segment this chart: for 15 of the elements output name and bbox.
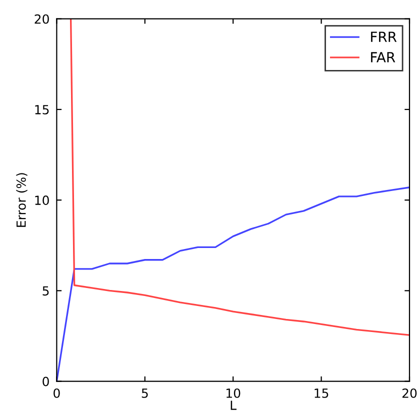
y-axis-title: Error (%) [16, 173, 28, 227]
legend-label: FRR [371, 32, 397, 42]
y-tick-label: 15 [35, 105, 49, 114]
x-tick-label: 0 [54, 388, 60, 398]
x-tick-label: 10 [226, 388, 240, 398]
line-series [70, 18, 410, 336]
x-axis-title: L [230, 400, 237, 410]
y-tick-label: 10 [35, 196, 49, 205]
x-tick-label: 15 [314, 388, 328, 398]
x-tick-label: 20 [402, 388, 417, 398]
y-tick-label: 20 [34, 14, 49, 24]
legend-label: FAR [371, 52, 396, 62]
y-tick-label: 0 [42, 376, 49, 386]
y-tick-label: 5 [42, 286, 49, 296]
x-tick-label: 5 [142, 388, 148, 398]
